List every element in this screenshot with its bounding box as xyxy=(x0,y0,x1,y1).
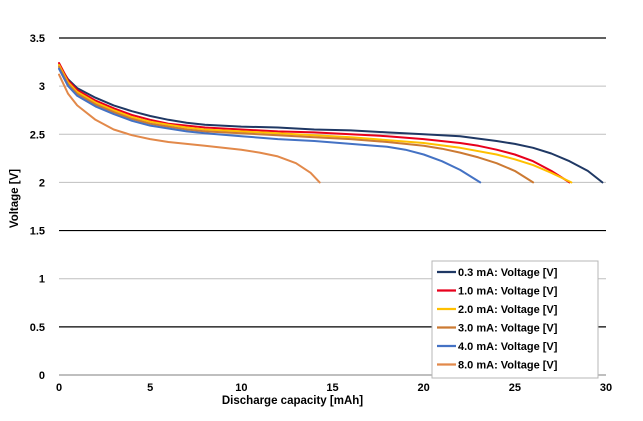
series-line-2 xyxy=(58,62,571,184)
y-tick-label: 1.5 xyxy=(30,226,45,238)
legend-label-1: 0.3 mA: Voltage [V] xyxy=(458,267,558,279)
x-tick-label: 30 xyxy=(600,382,612,394)
legend: 0.3 mA: Voltage [V] 1.0 mA: Voltage [V] 2.… xyxy=(431,260,599,379)
legend-label-2: 1.0 mA: Voltage [V] xyxy=(458,286,558,298)
x-tick-label: 15 xyxy=(326,382,338,394)
legend-label-5: 4.0 mA: Voltage [V] xyxy=(458,341,558,353)
y-axis-title: Voltage [V] xyxy=(9,169,21,228)
x-tick-label: 25 xyxy=(509,382,521,394)
y-tick-label: 0.5 xyxy=(30,322,45,334)
series-line-1 xyxy=(58,64,604,184)
series-line-3 xyxy=(58,64,573,184)
series-lines xyxy=(58,62,604,184)
x-axis-title: Discharge capacity [mAh] xyxy=(222,395,363,407)
y-tick-label: 0 xyxy=(39,370,45,382)
y-tick-labels: 0 0.5 1 1.5 2 2.5 3 3.5 xyxy=(30,33,45,382)
series-line-6 xyxy=(58,73,321,184)
y-tick-label: 3 xyxy=(39,81,45,93)
x-tick-label: 5 xyxy=(147,382,153,394)
legend-label-3: 2.0 mA: Voltage [V] xyxy=(458,304,558,316)
y-tick-label: 2.5 xyxy=(30,129,45,141)
y-tick-label: 1 xyxy=(39,274,45,286)
legend-label-4: 3.0 mA: Voltage [V] xyxy=(458,323,558,335)
x-tick-label: 20 xyxy=(418,382,430,394)
legend-box xyxy=(431,260,599,379)
x-tick-label: 10 xyxy=(235,382,247,394)
x-tick-label: 0 xyxy=(56,382,62,394)
series-line-5 xyxy=(58,67,482,184)
legend-label-6: 8.0 mA: Voltage [V] xyxy=(458,360,558,372)
x-tick-labels: 0 5 10 15 20 25 30 xyxy=(56,382,612,394)
y-tick-label: 2 xyxy=(39,177,45,189)
y-tick-label: 3.5 xyxy=(30,33,45,45)
series-line-4 xyxy=(58,65,535,184)
